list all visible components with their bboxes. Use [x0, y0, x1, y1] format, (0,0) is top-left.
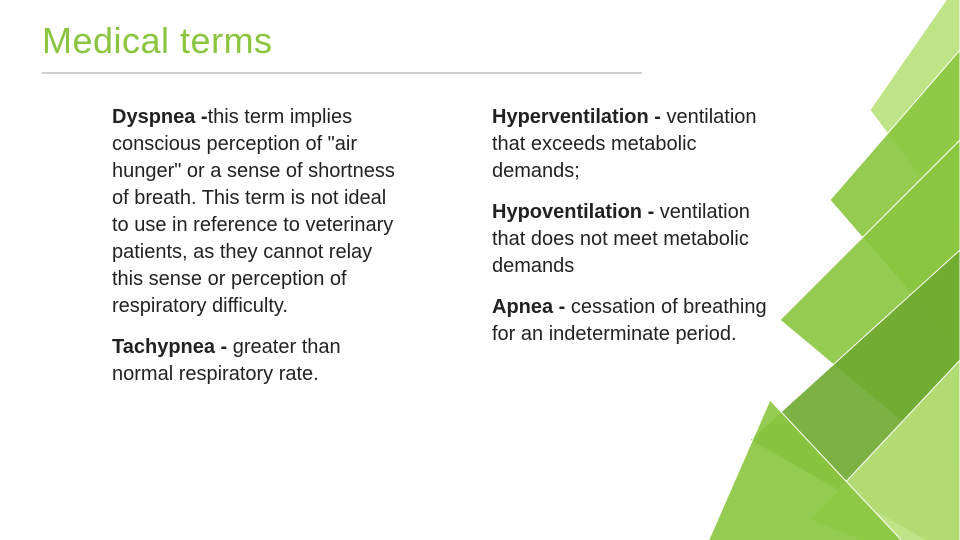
term-entry: Tachypnea - greater than normal respirat…	[80, 334, 400, 388]
term-entry: Apnea - cessation of breathing for an in…	[460, 294, 780, 348]
right-column: Hyperventilation - ventilation that exce…	[460, 104, 780, 402]
page-title: Medical terms	[42, 20, 273, 62]
term-name: Apnea -	[492, 296, 565, 318]
content-columns: Dyspnea -this term implies conscious per…	[80, 104, 780, 402]
term-name: Dyspnea -	[112, 106, 208, 128]
term-name: Tachypnea -	[112, 336, 227, 358]
term-name: Hypoventilation -	[492, 201, 654, 223]
term-entry: Hyperventilation - ventilation that exce…	[460, 104, 780, 185]
title-underline	[42, 72, 642, 74]
left-column: Dyspnea -this term implies conscious per…	[80, 104, 400, 402]
title-text: Medical terms	[42, 20, 273, 61]
term-name: Hyperventilation -	[492, 106, 661, 128]
slide-root: Medical terms Dyspnea -this term implies…	[0, 0, 960, 540]
term-def: this term implies conscious perception o…	[112, 106, 395, 317]
term-entry: Dyspnea -this term implies conscious per…	[80, 104, 400, 320]
term-entry: Hypoventilation - ventilation that does …	[460, 199, 780, 280]
